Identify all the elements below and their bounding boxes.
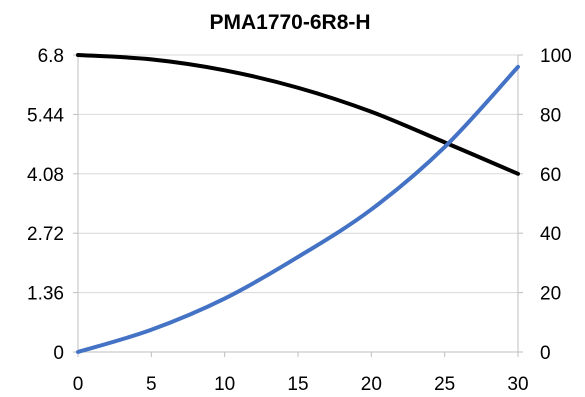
chart-title: PMA1770-6R8-H [209, 11, 370, 34]
y-tick-label: 1.36 [27, 284, 64, 305]
series-group [76, 53, 520, 354]
y-tick-label: 2.72 [27, 224, 64, 245]
x-tick-label: 5 [146, 374, 157, 395]
y2-tick-label: 80 [540, 105, 561, 126]
y2-tick-label: 20 [540, 284, 561, 305]
y2-tick-label: 40 [540, 224, 561, 245]
y2-tick-label: 60 [540, 165, 561, 186]
x-tick-label: 15 [287, 374, 308, 395]
x-tick-label: 20 [361, 374, 382, 395]
y-tick-label: 6.8 [38, 46, 64, 67]
x-tick-label: 25 [434, 374, 455, 395]
y2-tick-label: 100 [540, 46, 572, 67]
x-tick-label: 0 [73, 374, 84, 395]
x-tick-label: 10 [214, 374, 235, 395]
y-tick-label: 0 [53, 343, 64, 364]
tick-labels: 0 1.36 2.72 4.08 5.44 6.8 0 20 40 60 80 100 0 5 10 15 20… [27, 46, 572, 395]
series-line-2 [76, 64, 520, 354]
axes [73, 54, 523, 357]
y-tick-label: 5.44 [27, 105, 64, 126]
y2-tick-label: 0 [540, 343, 551, 364]
gridlines [78, 54, 518, 353]
x-tick-label: 30 [507, 374, 528, 395]
y-tick-label: 4.08 [27, 165, 64, 186]
